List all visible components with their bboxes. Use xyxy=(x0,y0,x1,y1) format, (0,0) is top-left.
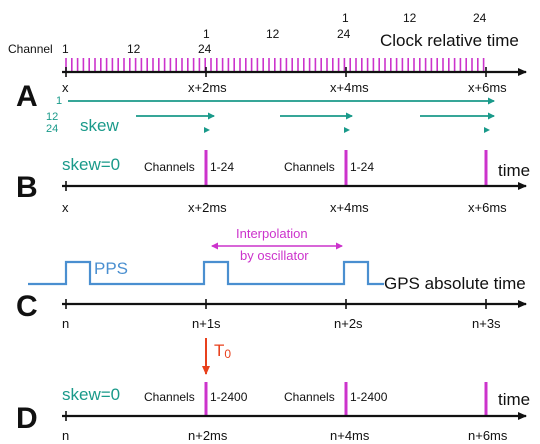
channel-range-label: 1-24 xyxy=(210,160,234,174)
channel-number: 12 xyxy=(127,42,141,56)
channels-label: Channels xyxy=(144,390,195,404)
tick-label: n+4ms xyxy=(330,428,370,443)
channel-number: 24 xyxy=(337,27,351,41)
tick-label: n xyxy=(62,316,69,331)
tick-label: x xyxy=(62,80,69,95)
channel-number: 12 xyxy=(266,27,280,41)
axis-title: time xyxy=(498,390,530,409)
tick-label: x xyxy=(62,200,69,215)
axis-tick-marks xyxy=(65,299,487,309)
tick-label: x+2ms xyxy=(188,200,227,215)
tick-label: x+6ms xyxy=(468,200,507,215)
tick-label: x+2ms xyxy=(188,80,227,95)
channels-label: Channels xyxy=(144,160,195,174)
row-c: Interpolation by oscillator PPS GPS abso… xyxy=(16,226,527,331)
skew-label: skew xyxy=(80,116,119,135)
channel-ticks xyxy=(65,58,485,72)
channels-label: Channels xyxy=(284,160,335,174)
channel-range-label: 1-2400 xyxy=(210,390,248,404)
tick-label: x+6ms xyxy=(468,80,507,95)
skew-zero-label: skew=0 xyxy=(62,385,120,404)
row-letter-b: B xyxy=(16,171,38,204)
row-b: skew=0 Channels 1-24 Channels 1-24 time … xyxy=(16,150,530,215)
axis-title: time xyxy=(498,161,530,180)
row-letter-a: A xyxy=(16,80,38,113)
row-d: T0 skew=0 Channels 1-2400 Channels 1-240… xyxy=(16,338,530,443)
skew-channel-label: 1 xyxy=(56,95,62,107)
channel-number: 1 xyxy=(62,42,69,56)
sync-marks xyxy=(204,382,488,416)
interpolation-label: Interpolation xyxy=(236,226,308,241)
tick-label: x+4ms xyxy=(330,80,369,95)
tick-label: n+2s xyxy=(334,316,363,331)
row-letter-c: C xyxy=(16,290,38,323)
interpolation-label: by oscillator xyxy=(240,248,309,263)
channel-label: Channel xyxy=(8,42,53,56)
row-letter-d: D xyxy=(16,402,38,435)
skew-channel-label: 24 xyxy=(46,123,58,135)
channel-number: 1 xyxy=(203,27,210,41)
skew-arrow-heads xyxy=(204,127,490,133)
channel-number: 1 xyxy=(342,11,349,25)
channel-range-label: 1-24 xyxy=(350,160,374,174)
skew-channel-label: 12 xyxy=(46,111,58,123)
axis-title: GPS absolute time xyxy=(384,274,526,293)
tick-label: n+2ms xyxy=(188,428,228,443)
tick-label: n+1s xyxy=(192,316,221,331)
t0-subscript: 0 xyxy=(224,347,231,361)
tick-label: n+6ms xyxy=(468,428,508,443)
t0-main: T xyxy=(214,341,224,360)
tick-label: n+3s xyxy=(472,316,501,331)
sync-marks xyxy=(204,150,488,186)
pps-signal xyxy=(28,260,384,286)
channel-number: 24 xyxy=(473,11,487,25)
channel-number: 24 xyxy=(198,42,212,56)
row-a: Channel 1 12 1 24 12 1 24 12 24 Clock re… xyxy=(8,11,527,135)
skew-arrows xyxy=(68,97,495,120)
t0-label: T0 xyxy=(214,341,231,361)
channel-number: 12 xyxy=(403,11,417,25)
axis-title: Clock relative time xyxy=(380,31,519,50)
tick-label: n xyxy=(62,428,69,443)
axis-tick-marks xyxy=(65,67,487,77)
tick-label: x+4ms xyxy=(330,200,369,215)
skew-zero-label: skew=0 xyxy=(62,155,120,174)
channels-label: Channels xyxy=(284,390,335,404)
channel-range-label: 1-2400 xyxy=(350,390,388,404)
pps-label: PPS xyxy=(94,259,128,278)
